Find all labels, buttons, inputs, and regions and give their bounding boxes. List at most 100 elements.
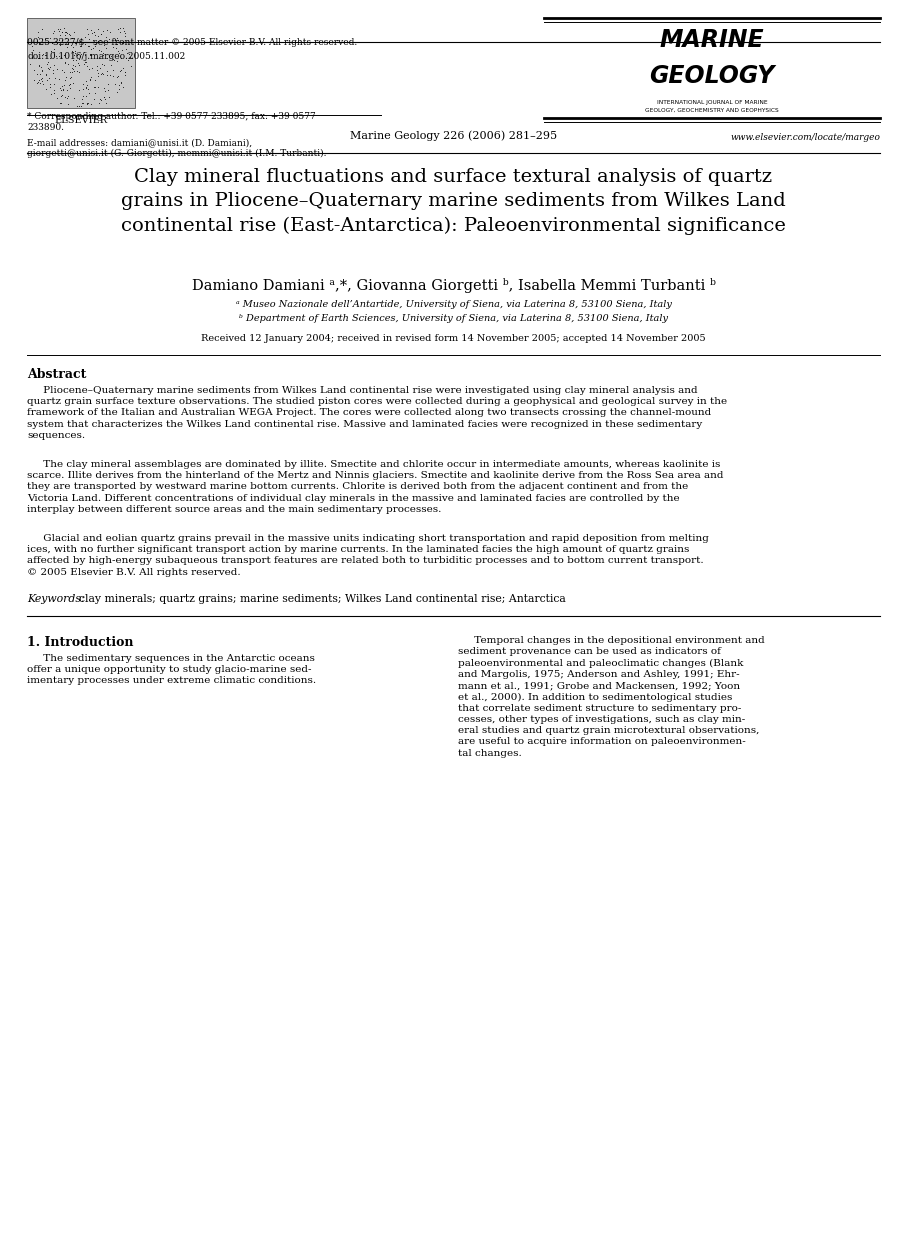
Text: Marine Geology 226 (2006) 281–295: Marine Geology 226 (2006) 281–295 [350, 130, 557, 141]
Point [80, 19, 94, 38]
Point [112, 22, 127, 42]
Point [53, 25, 67, 45]
Point [65, 73, 80, 93]
Point [94, 64, 109, 84]
Point [41, 52, 55, 72]
Point [83, 43, 97, 63]
Text: Damiano Damiani ᵃ,*, Giovanna Giorgetti ᵇ, Isabella Memmi Turbanti ᵇ: Damiano Damiani ᵃ,*, Giovanna Giorgetti … [191, 279, 716, 293]
Point [44, 41, 58, 61]
Point [113, 73, 128, 93]
Point [76, 74, 91, 94]
Point [54, 47, 68, 67]
Point [118, 24, 132, 43]
Point [32, 54, 46, 74]
Point [116, 58, 131, 78]
Point [30, 73, 44, 93]
Point [117, 21, 132, 41]
Point [83, 71, 97, 90]
Point [56, 76, 71, 95]
Point [87, 89, 102, 109]
Point [46, 22, 61, 42]
Text: MARINE: MARINE [659, 28, 765, 52]
Point [54, 59, 69, 79]
Text: GEOLOGY: GEOLOGY [649, 64, 775, 88]
Point [91, 77, 105, 97]
Point [106, 50, 121, 69]
Point [87, 77, 102, 97]
Point [106, 48, 121, 68]
Point [65, 41, 80, 61]
Text: * Corresponding author. Tel.: +39 0577 233895; fax: +39 0577
233890.: * Corresponding author. Tel.: +39 0577 2… [27, 111, 316, 132]
Point [64, 27, 79, 47]
Point [35, 71, 50, 90]
Point [25, 47, 40, 67]
Point [67, 33, 82, 53]
Point [51, 20, 65, 40]
Point [35, 45, 50, 64]
Text: ᵃ Museo Nazionale dell’Antartide, University of Siena, via Laterina 8, 53100 Sie: ᵃ Museo Nazionale dell’Antartide, Univer… [236, 300, 671, 310]
Point [42, 68, 56, 88]
Point [64, 27, 79, 47]
Point [77, 27, 92, 47]
Point [93, 89, 107, 109]
Text: doi:10.1016/j.margeo.2005.11.002: doi:10.1016/j.margeo.2005.11.002 [27, 52, 185, 61]
Point [67, 43, 82, 63]
Point [79, 94, 93, 114]
Point [96, 56, 111, 76]
Point [87, 22, 102, 42]
Point [85, 30, 100, 50]
Point [47, 80, 62, 100]
Text: 1. Introduction: 1. Introduction [27, 636, 133, 649]
Point [57, 52, 72, 72]
Point [112, 19, 127, 38]
Text: Clay mineral fluctuations and surface textural analysis of quartz
grains in Plio: Clay mineral fluctuations and surface te… [121, 168, 786, 235]
Point [37, 28, 52, 48]
Point [91, 26, 105, 46]
Point [95, 63, 110, 83]
Point [46, 21, 61, 41]
Point [83, 20, 98, 40]
Point [99, 93, 113, 113]
Point [110, 51, 124, 71]
Point [59, 28, 73, 48]
Point [75, 93, 90, 113]
Point [54, 30, 69, 50]
Point [74, 45, 89, 64]
Point [78, 72, 93, 92]
Point [60, 89, 74, 109]
Point [31, 48, 45, 68]
Text: Received 12 January 2004; received in revised form 14 November 2005; accepted 14: Received 12 January 2004; received in re… [201, 334, 706, 343]
Point [61, 54, 75, 74]
Point [83, 94, 98, 114]
Point [122, 45, 136, 64]
Point [63, 26, 77, 46]
Point [57, 88, 72, 108]
Point [53, 46, 67, 66]
Point [45, 59, 60, 79]
Point [50, 88, 64, 108]
Point [55, 85, 70, 105]
Point [91, 20, 105, 40]
Point [83, 69, 97, 89]
Point [111, 41, 125, 61]
Point [79, 77, 93, 97]
Point [82, 59, 96, 79]
Point [48, 68, 63, 88]
Point [83, 45, 98, 64]
Point [43, 57, 57, 77]
Point [54, 80, 69, 100]
Point [66, 88, 81, 108]
Point [31, 22, 45, 42]
Point [72, 79, 86, 99]
Point [66, 42, 81, 62]
Point [91, 66, 105, 85]
Point [120, 43, 134, 63]
Point [114, 59, 129, 79]
Point [59, 67, 73, 87]
Point [84, 38, 99, 58]
Point [78, 52, 93, 72]
Point [58, 22, 73, 42]
Point [69, 51, 83, 71]
Point [114, 33, 129, 53]
Point [61, 87, 75, 106]
